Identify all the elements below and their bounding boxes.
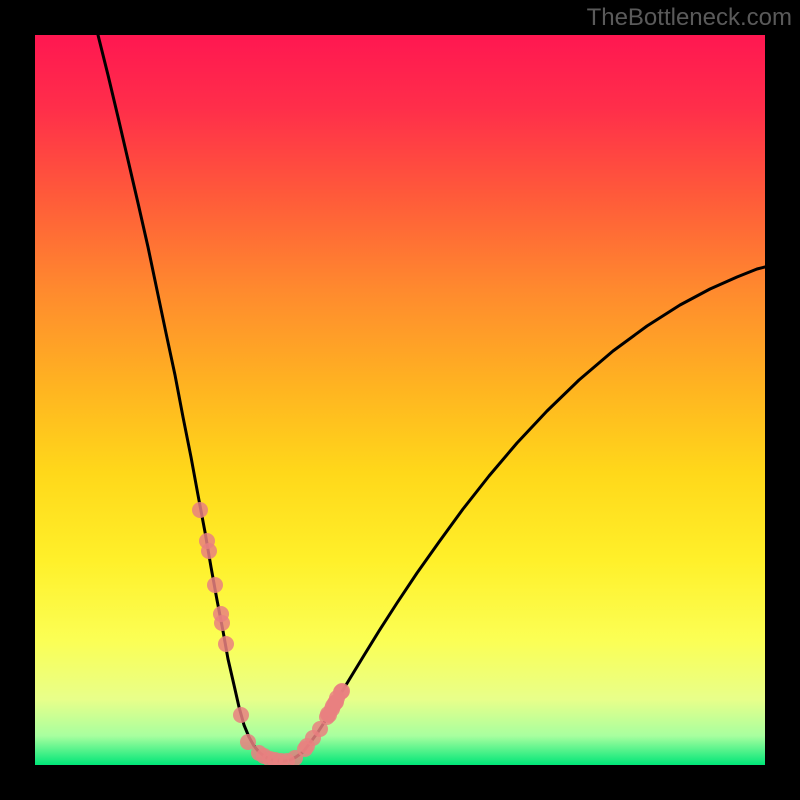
marker-dot: [218, 636, 234, 652]
marker-dot: [320, 706, 336, 722]
marker-dot: [233, 707, 249, 723]
marker-dot: [192, 502, 208, 518]
marker-dot: [207, 577, 223, 593]
gradient-background: [35, 35, 765, 765]
plot-area: [35, 35, 765, 765]
marker-dot: [214, 615, 230, 631]
marker-dot: [201, 543, 217, 559]
marker-dot: [312, 721, 328, 737]
chart-svg: [35, 35, 765, 765]
marker-dot: [333, 684, 349, 700]
watermark-text: TheBottleneck.com: [587, 4, 792, 32]
chart-container: TheBottleneck.com: [0, 0, 800, 800]
